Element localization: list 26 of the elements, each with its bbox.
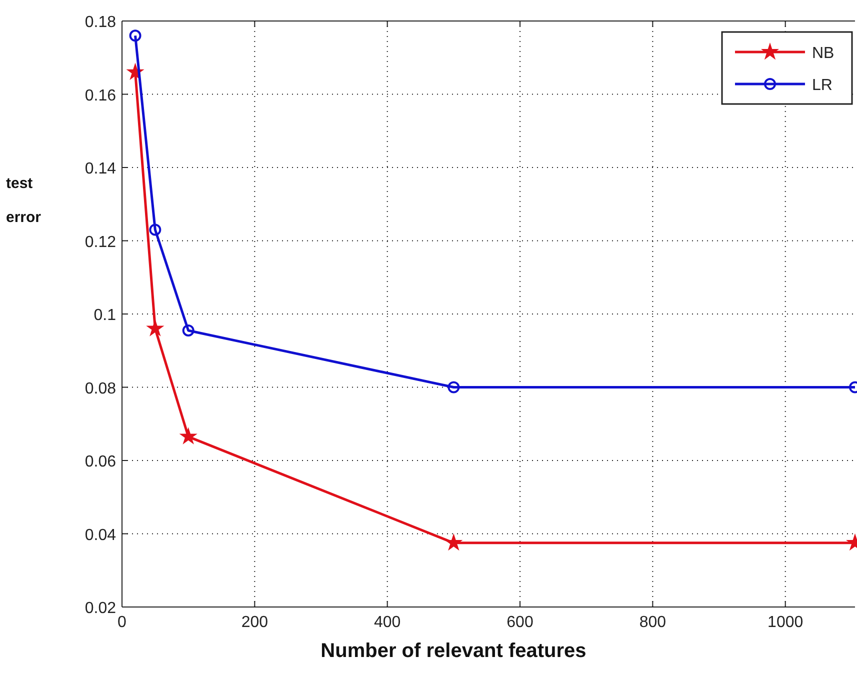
x-tick-label: 200 xyxy=(241,614,268,631)
point xyxy=(129,30,142,42)
y-tick-label: 0.18 xyxy=(84,14,116,31)
y-tick-label: 0.02 xyxy=(84,600,116,617)
legend-label: NB xyxy=(812,45,834,62)
y-tick-label: 0.06 xyxy=(84,454,116,470)
y-tick-label: 0.1 xyxy=(94,307,116,324)
y-tick-label: 0.04 xyxy=(84,526,116,544)
point xyxy=(180,428,196,444)
x-tick-label: 600 xyxy=(506,614,534,631)
point xyxy=(149,224,162,236)
y-axis-title: test error xyxy=(6,175,42,226)
y-tick-label: 0.16 xyxy=(84,87,116,104)
x-axis-title: Number of relevant features xyxy=(320,640,586,662)
x-tick-label: 1000 xyxy=(768,614,804,631)
point xyxy=(147,320,164,336)
x-tick-label: 0 xyxy=(118,614,127,631)
legend-label: LR xyxy=(812,77,832,94)
y-tick-label: 0.14 xyxy=(84,160,116,178)
point xyxy=(182,324,194,336)
y-tick-label: 0.08 xyxy=(84,380,116,398)
point xyxy=(446,534,462,550)
x-tick-label: 400 xyxy=(374,614,401,631)
point xyxy=(448,381,460,394)
y-tick-label: 0.12 xyxy=(84,234,116,251)
x-tick-label: 800 xyxy=(639,614,666,631)
